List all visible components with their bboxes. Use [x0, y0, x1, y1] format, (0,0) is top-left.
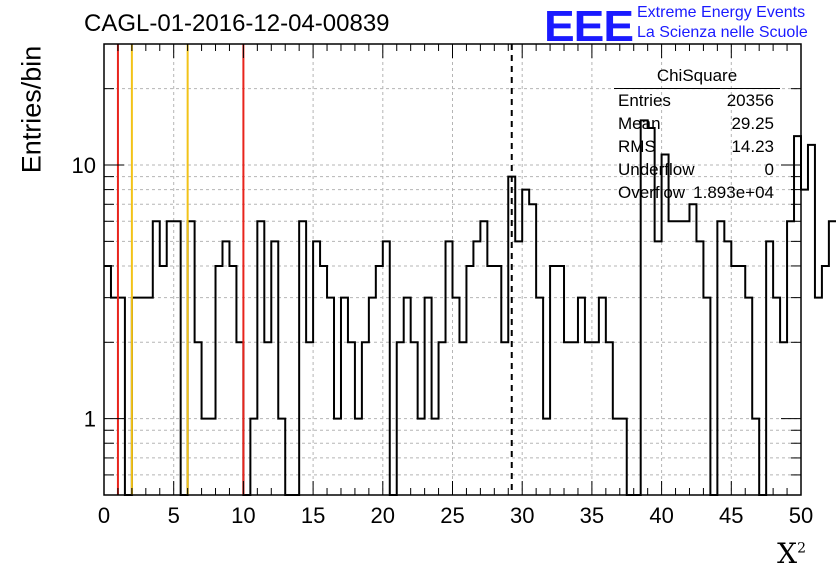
- logo-line-1: Extreme Energy Events: [637, 4, 806, 21]
- eee-logo: EEE: [544, 0, 634, 51]
- x-axis-label-sup: 2: [797, 540, 806, 557]
- x-tick-label: 25: [440, 503, 464, 528]
- y-axis-label: Entries/bin: [16, 45, 47, 174]
- stats-value: 14.23: [731, 137, 774, 156]
- stats-row-underflow: Underflow 0: [612, 158, 780, 181]
- y-tick-label: 10: [72, 153, 96, 178]
- stats-label: Entries: [618, 91, 671, 110]
- x-tick-label: 5: [168, 503, 180, 528]
- stats-box: ChiSquare Entries 20356 Mean 29.25 RMS 1…: [612, 66, 780, 204]
- x-axis-label: X2: [777, 537, 806, 570]
- x-tick-label: 35: [580, 503, 604, 528]
- stats-value: 29.25: [731, 114, 774, 133]
- x-tick-label: 0: [98, 503, 110, 528]
- logo-line-2: La Scienza nelle Scuole: [637, 24, 808, 41]
- y-tick-label: 1: [84, 407, 96, 432]
- stats-row-entries: Entries 20356: [612, 89, 780, 112]
- x-tick-label: 10: [231, 503, 255, 528]
- x-tick-label: 30: [510, 503, 534, 528]
- x-axis-label-main: X: [777, 537, 798, 570]
- stats-title: ChiSquare: [614, 66, 780, 89]
- stats-row-rms: RMS 14.23: [612, 135, 780, 158]
- x-tick-label: 45: [719, 503, 743, 528]
- x-tick-label: 20: [371, 503, 395, 528]
- x-tick-label: 15: [301, 503, 325, 528]
- stats-label: RMS: [618, 137, 656, 156]
- stats-row-overflow: Overflow 1.893e+04: [612, 181, 780, 204]
- stats-label: Overflow: [618, 183, 686, 202]
- histogram-outline: [104, 119, 836, 496]
- stats-label: Mean: [618, 114, 661, 133]
- stats-label: Underflow: [618, 160, 695, 179]
- chart-title: CAGL-01-2016-12-04-00839: [84, 10, 390, 37]
- stats-value: 0: [764, 160, 774, 179]
- x-tick-label: 40: [649, 503, 673, 528]
- stats-value: 20356: [726, 91, 774, 110]
- stats-value: 1.893e+04: [693, 183, 774, 202]
- stats-row-mean: Mean 29.25: [612, 112, 780, 135]
- x-tick-label: 50: [789, 503, 813, 528]
